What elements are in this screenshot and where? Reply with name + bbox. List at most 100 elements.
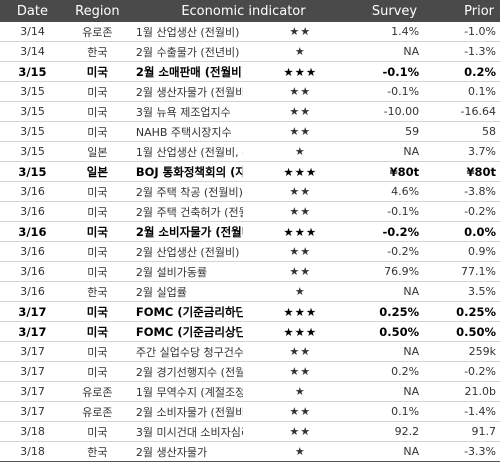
prior-cell: 0.1% xyxy=(423,81,500,102)
region-cell: 일본 xyxy=(64,141,130,162)
table-row: 3/16 미국 2월 산업생산 (전월비) ★★ -0.2% 0.9% xyxy=(0,241,500,262)
prior-cell: -1.0% xyxy=(423,22,500,42)
indicator-cell: FOMC (기준금리상단) xyxy=(129,321,244,342)
indicator-cell: 1월 무역수지 (계절조정) xyxy=(129,381,244,402)
importance-stars: ★★★ xyxy=(243,301,358,322)
date-cell: 3/18 xyxy=(0,441,65,462)
date-cell: 3/16 xyxy=(0,281,65,302)
date-cell: 3/17 xyxy=(0,301,65,322)
date-cell: 3/15 xyxy=(0,121,65,142)
date-cell: 3/14 xyxy=(0,41,65,62)
table-row: 3/15 미국 2월 생산자물가 (전월비) ★★ -0.1% 0.1% xyxy=(0,81,500,102)
prior-cell: 91.7 xyxy=(423,421,500,442)
region-cell: 미국 xyxy=(64,421,130,442)
date-cell: 3/15 xyxy=(0,141,65,162)
indicator-cell: 2월 소비자물가 (전월비) xyxy=(129,221,244,242)
prior-cell: -3.8% xyxy=(423,181,500,202)
prior-cell: -0.2% xyxy=(423,361,500,382)
indicator-cell: 2월 소매판매 (전월비) xyxy=(129,61,244,82)
region-cell: 미국 xyxy=(64,201,130,222)
indicator-cell: FOMC (기준금리하단) xyxy=(129,301,244,322)
importance-stars: ★★ xyxy=(243,261,358,282)
region-cell: 한국 xyxy=(64,441,130,462)
importance-stars: ★★★ xyxy=(243,61,358,82)
prior-cell: 21.0b xyxy=(423,381,500,402)
date-cell: 3/16 xyxy=(0,201,65,222)
date-cell: 3/18 xyxy=(0,421,65,442)
table-row: 3/17 미국 FOMC (기준금리상단) ★★★ 0.50% 0.50% xyxy=(0,321,500,342)
survey-cell: 0.50% xyxy=(357,321,424,342)
prior-cell: ¥80t xyxy=(423,161,500,182)
importance-stars: ★★★ xyxy=(243,321,358,342)
region-cell: 미국 xyxy=(64,241,130,262)
table-row: 3/16 미국 2월 설비가동률 ★★ 76.9% 77.1% xyxy=(0,261,500,282)
prior-cell: 0.2% xyxy=(423,61,500,82)
importance-stars: ★★ xyxy=(243,101,358,122)
indicator-cell: BOJ 통화정책회의 (자산매입규모) xyxy=(129,161,244,182)
indicator-cell: 2월 실업률 xyxy=(129,281,244,302)
indicator-cell: 2월 경기선행지수 (전월비) xyxy=(129,361,244,382)
date-cell: 3/16 xyxy=(0,221,65,242)
importance-stars: ★ xyxy=(243,441,358,462)
importance-stars: ★ xyxy=(243,381,358,402)
survey-cell: NA xyxy=(357,141,424,162)
survey-cell: 1.4% xyxy=(357,22,424,42)
date-cell: 3/17 xyxy=(0,381,65,402)
importance-stars: ★ xyxy=(243,41,358,62)
survey-cell: NA xyxy=(357,281,424,302)
indicator-cell: 2월 수출물가 (전년비) xyxy=(129,41,244,62)
region-cell: 미국 xyxy=(64,361,130,382)
table-row: 3/17 미국 주간 실업수당 청구건수 ★★ NA 259k xyxy=(0,341,500,362)
prior-column-header: Prior xyxy=(423,0,500,22)
date-cell: 3/14 xyxy=(0,22,65,42)
indicator-cell: NAHB 주택시장지수 xyxy=(129,121,244,142)
importance-stars: ★★ xyxy=(243,361,358,382)
prior-cell: -1.3% xyxy=(423,41,500,62)
survey-cell: ¥80t xyxy=(357,161,424,182)
region-cell: 미국 xyxy=(64,181,130,202)
importance-stars: ★★ xyxy=(243,81,358,102)
importance-stars: ★★ xyxy=(243,201,358,222)
importance-stars: ★★ xyxy=(243,241,358,262)
survey-cell: NA xyxy=(357,41,424,62)
prior-cell: 77.1% xyxy=(423,261,500,282)
header-row: Date Region Economic indicator Survey Pr… xyxy=(0,0,500,22)
date-column-header: Date xyxy=(0,0,65,22)
indicator-cell: 2월 주택 착공 (전월비) xyxy=(129,181,244,202)
region-cell: 유로존 xyxy=(64,381,130,402)
region-cell: 미국 xyxy=(64,261,130,282)
importance-stars: ★ xyxy=(243,141,358,162)
date-cell: 3/17 xyxy=(0,321,65,342)
prior-cell: -3.3% xyxy=(423,441,500,462)
table-row: 3/14 한국 2월 수출물가 (전년비) ★ NA -1.3% xyxy=(0,41,500,62)
table-row: 3/16 미국 2월 주택 착공 (전월비) ★★ 4.6% -3.8% xyxy=(0,181,500,202)
survey-cell: 76.9% xyxy=(357,261,424,282)
prior-cell: -0.2% xyxy=(423,201,500,222)
prior-cell: 3.5% xyxy=(423,281,500,302)
table-row: 3/15 미국 3월 뉴욕 제조업지수 ★★ -10.00 -16.64 xyxy=(0,101,500,122)
indicator-cell: 2월 생산자물가 (전월비) xyxy=(129,81,244,102)
table-row: 3/15 미국 2월 소매판매 (전월비) ★★★ -0.1% 0.2% xyxy=(0,61,500,82)
indicator-cell: 2월 산업생산 (전월비) xyxy=(129,241,244,262)
importance-stars: ★ xyxy=(243,281,358,302)
prior-cell: 0.50% xyxy=(423,321,500,342)
importance-stars: ★★★ xyxy=(243,161,358,182)
prior-cell: -16.64 xyxy=(423,101,500,122)
survey-cell: 0.25% xyxy=(357,301,424,322)
importance-stars: ★★ xyxy=(243,341,358,362)
indicator-cell: 2월 설비가동률 xyxy=(129,261,244,282)
survey-cell: -10.00 xyxy=(357,101,424,122)
prior-cell: 3.7% xyxy=(423,141,500,162)
prior-cell: 58 xyxy=(423,121,500,142)
region-cell: 미국 xyxy=(64,101,130,122)
indicator-cell: 3월 미시건대 소비자심리 (잠정치) xyxy=(129,421,244,442)
survey-cell: NA xyxy=(357,341,424,362)
date-cell: 3/17 xyxy=(0,341,65,362)
